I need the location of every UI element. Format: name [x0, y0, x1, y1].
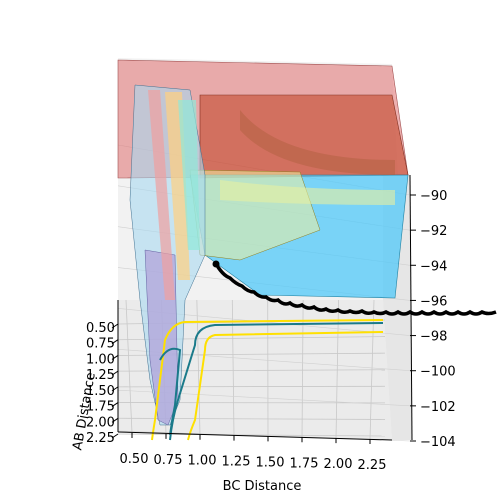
x-axis: 0.50 0.75 1.00 1.25 1.50 1.75 2.00 2.25	[117, 431, 393, 473]
y-tick-mark-4	[111, 386, 119, 392]
contour-line-yellow-inner	[151, 319, 384, 441]
z-tick-label-7: −104	[420, 435, 456, 450]
x-axis-title: BC Distance	[223, 479, 302, 494]
z-tick-label-4: −98	[420, 330, 447, 345]
y-tick-mark-3	[111, 370, 119, 376]
x-tick-label-7: 2.25	[358, 458, 387, 473]
x-axis-line	[117, 431, 393, 441]
y-tick-label-7: 2.25	[86, 431, 115, 446]
x-gridline-0	[125, 299, 133, 434]
x-gridline-5	[301, 299, 304, 438]
y-tick-label-2: 1.00	[86, 352, 115, 367]
y-tick-label-0: 0.50	[86, 321, 115, 336]
x-tick-label-4: 1.50	[256, 455, 285, 470]
y-tick-label-3: 1.25	[86, 368, 115, 383]
y-tick-mark-6	[111, 417, 119, 423]
y-tick-label-6: 2.00	[86, 415, 115, 430]
surface-mesh-stripe-4	[220, 180, 395, 205]
z-tick-label-1: −92	[420, 224, 447, 239]
y-tick-mark-0	[111, 323, 119, 329]
x-tick-label-3: 1.25	[222, 455, 251, 470]
z-tick-label-5: −100	[420, 365, 456, 380]
y-tick-mark-1	[111, 339, 119, 345]
y-tick-label-1: 0.75	[86, 337, 115, 352]
y-gridline-7	[117, 433, 386, 437]
trajectory-path	[213, 261, 497, 316]
z-tick-label-0: −90	[420, 189, 447, 204]
y-tick-mark-7	[111, 433, 119, 439]
potential-energy-surface	[117, 59, 409, 426]
z-axis: −90 −92 −94 −96 −98 −100 −102 −104	[409, 174, 456, 450]
x-tick-label-1: 0.75	[154, 453, 183, 468]
surface-mesh-stripe-3	[178, 100, 200, 250]
z-tick-label-6: −102	[420, 400, 456, 415]
x-tick-label-2: 1.00	[188, 454, 217, 469]
reaction-trajectory	[212, 260, 497, 316]
x-tick-label-0: 0.50	[120, 452, 149, 467]
floor-pane	[118, 300, 392, 440]
z-axis-line	[409, 174, 413, 441]
y-tick-mark-2	[111, 355, 119, 360]
y-tick-label-5: 1.75	[86, 400, 115, 415]
trajectory-start-point	[212, 260, 220, 268]
x-tick-label-6: 2.00	[324, 457, 353, 472]
contour-line-teal-inner	[159, 347, 182, 436]
x-tick-label-5: 1.75	[290, 456, 319, 471]
z-tick-label-2: −94	[420, 259, 447, 274]
surface-mesh-stripe-1	[148, 90, 175, 300]
y-tick-mark-5	[111, 402, 119, 407]
y-axis: 0.500.751.001.251.501.752.002.25	[86, 300, 119, 446]
y-tick-label-4: 1.50	[86, 384, 115, 399]
z-tick-label-3: −96	[420, 294, 447, 309]
surface-mesh-stripe-5	[240, 110, 395, 175]
